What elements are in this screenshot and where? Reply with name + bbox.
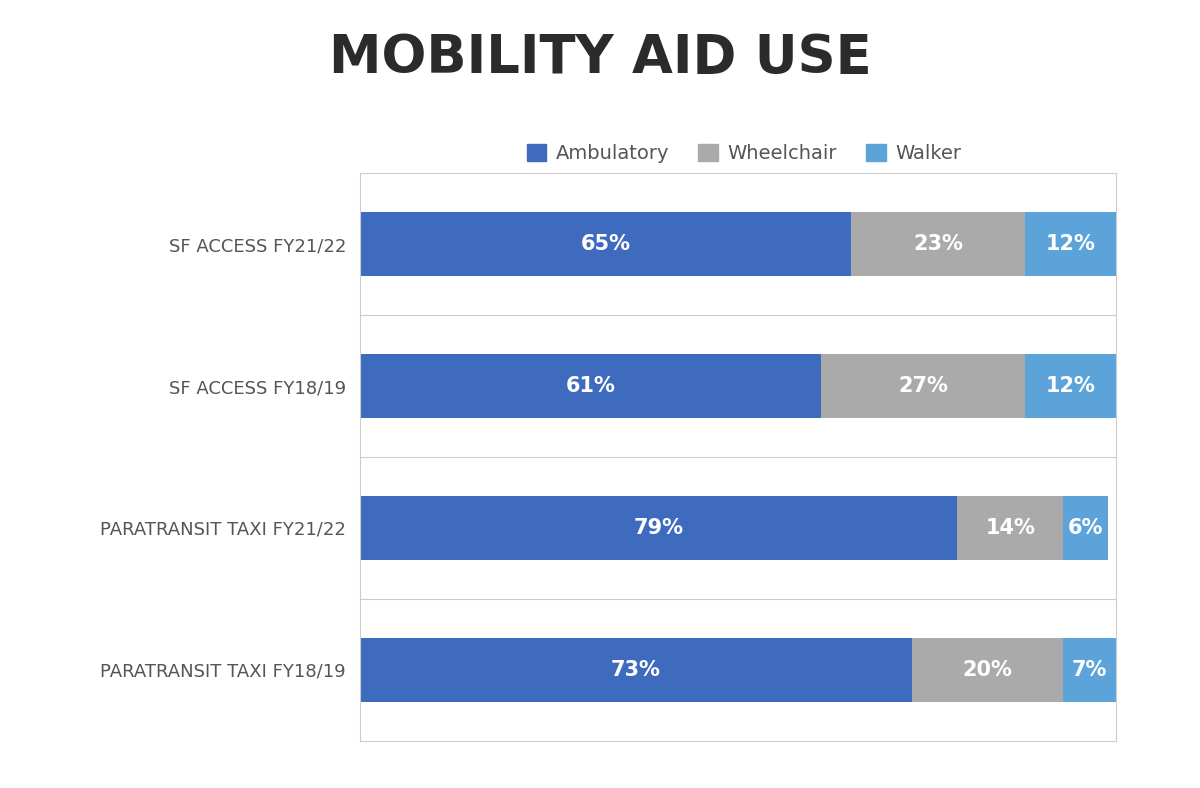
Bar [1025, 213, 1116, 277]
Bar [1025, 355, 1116, 418]
Bar [821, 355, 1025, 418]
Bar [1063, 638, 1116, 701]
Bar [360, 213, 852, 277]
Text: 12%: 12% [1045, 376, 1096, 396]
Bar [958, 496, 1063, 559]
Bar [360, 496, 958, 559]
Text: 23%: 23% [913, 234, 964, 255]
Text: 14%: 14% [985, 518, 1036, 538]
Legend: Ambulatory, Wheelchair, Walker: Ambulatory, Wheelchair, Walker [518, 136, 970, 171]
Text: 6%: 6% [1068, 518, 1104, 538]
Bar [912, 638, 1063, 701]
Bar [852, 213, 1025, 277]
Text: 12%: 12% [1045, 234, 1096, 255]
Bar [360, 638, 912, 701]
Bar [360, 355, 821, 418]
Text: 61%: 61% [565, 376, 616, 396]
Text: 73%: 73% [611, 660, 661, 680]
Text: MOBILITY AID USE: MOBILITY AID USE [329, 32, 871, 84]
Text: 79%: 79% [634, 518, 684, 538]
Bar [1063, 496, 1109, 559]
Text: 65%: 65% [581, 234, 631, 255]
Text: 7%: 7% [1072, 660, 1108, 680]
Text: 27%: 27% [899, 376, 948, 396]
Text: 20%: 20% [962, 660, 1013, 680]
